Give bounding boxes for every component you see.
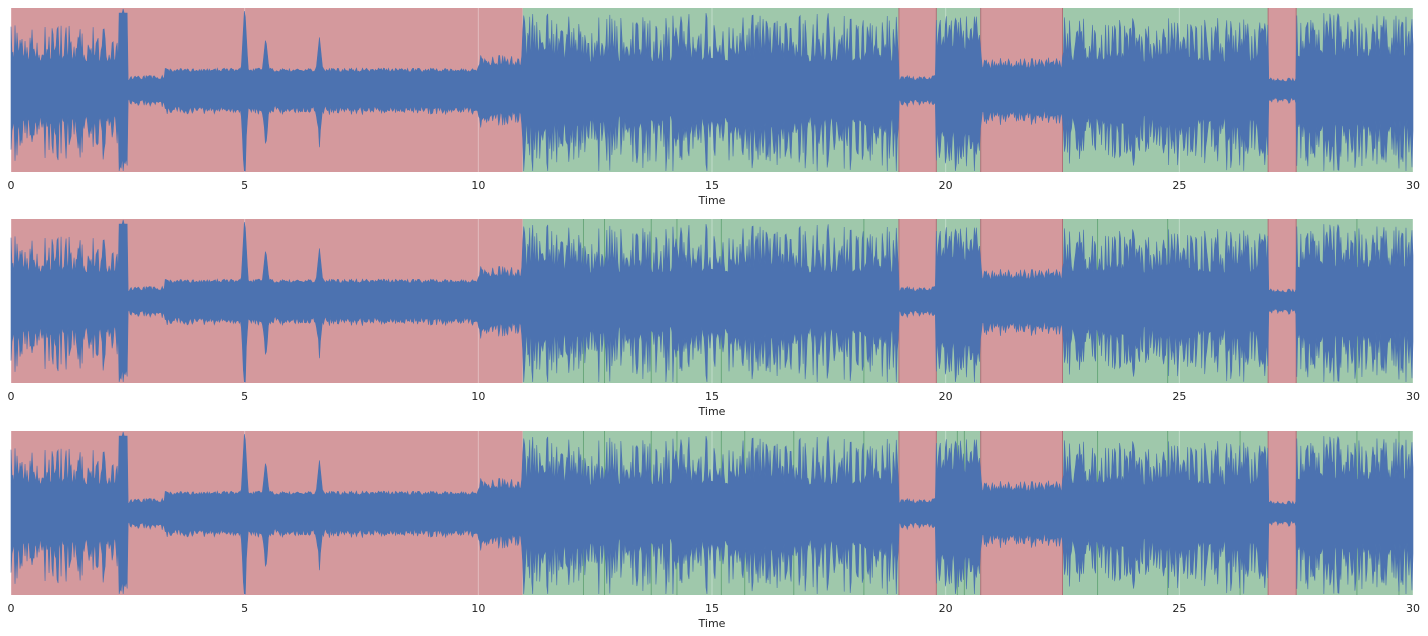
panel-2: 0 5 10 15 20 25 30 Time [8, 219, 1420, 418]
x-tick-label: 5 [241, 390, 248, 403]
waveform [10, 219, 1414, 383]
x-tick-label: 25 [1172, 390, 1186, 403]
x-tick-label: 15 [705, 390, 719, 403]
x-tick-label: 25 [1172, 179, 1186, 192]
x-tick-label: 0 [8, 179, 15, 192]
x-axis-label: Time [698, 617, 726, 630]
waveform [10, 8, 1414, 172]
x-tick-label: 25 [1172, 602, 1186, 615]
x-tick-label: 15 [705, 602, 719, 615]
x-tick-label: 20 [939, 179, 953, 192]
x-axis-label: Time [698, 194, 726, 207]
x-tick-label: 30 [1406, 179, 1420, 192]
x-tick-label: 10 [471, 390, 485, 403]
x-tick-label: 10 [471, 179, 485, 192]
x-tick-label: 5 [241, 179, 248, 192]
x-tick-label: 0 [8, 390, 15, 403]
x-tick-label: 0 [8, 602, 15, 615]
x-tick-label: 15 [705, 179, 719, 192]
panel-1: 0 5 10 15 20 25 30 Time [8, 8, 1420, 207]
x-tick-label: 20 [939, 602, 953, 615]
x-tick-label: 5 [241, 602, 248, 615]
x-axis-label: Time [698, 405, 726, 418]
panel-3: 0 5 10 15 20 25 30 Time [8, 431, 1420, 630]
waveform [10, 431, 1414, 595]
x-tick-label: 30 [1406, 390, 1420, 403]
x-tick-label: 10 [471, 602, 485, 615]
x-tick-label: 30 [1406, 602, 1420, 615]
x-tick-label: 20 [939, 390, 953, 403]
